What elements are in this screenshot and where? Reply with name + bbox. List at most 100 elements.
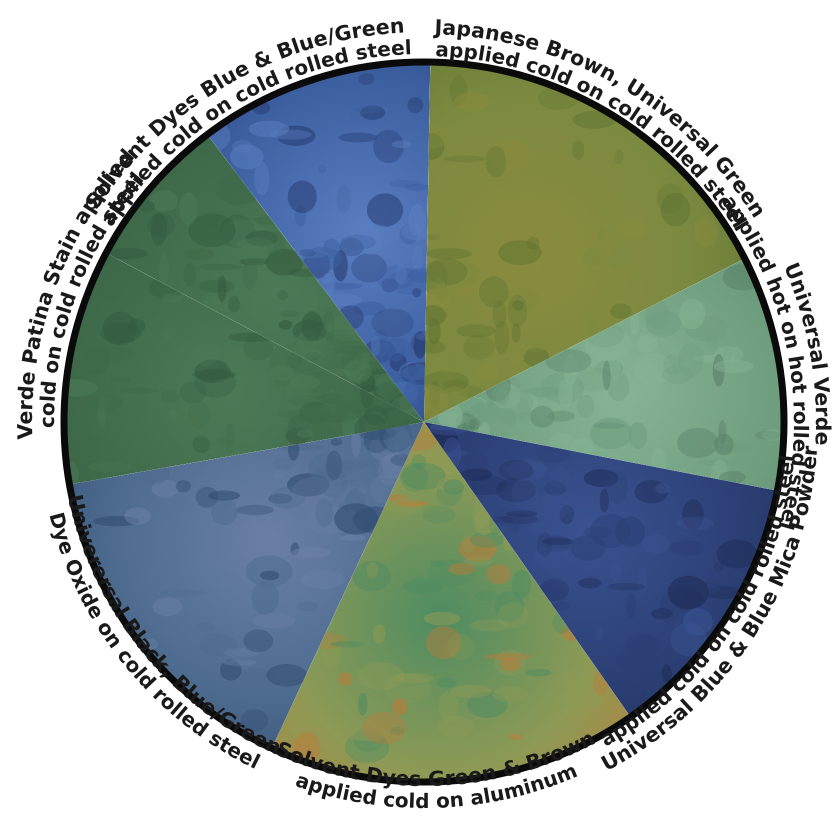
texture-spot: [360, 105, 386, 120]
texture-spot: [694, 215, 718, 248]
texture-spot: [628, 422, 647, 450]
texture-spot: [467, 691, 508, 719]
texture-spot: [541, 537, 575, 546]
texture-spot: [152, 597, 183, 617]
texture-spot: [667, 575, 709, 610]
texture-spot: [469, 619, 510, 632]
texture-spot: [508, 733, 523, 740]
texture-spot: [427, 559, 476, 586]
texture-spot: [384, 493, 408, 502]
texture-spot: [161, 329, 174, 340]
texture-spot: [340, 234, 376, 250]
texture-spot: [296, 601, 319, 611]
wedge-fill: [208, 63, 431, 422]
texture-spot: [558, 379, 573, 408]
texture-spot: [426, 258, 468, 286]
texture-spot: [341, 350, 363, 372]
texture-spot: [362, 711, 407, 745]
texture-spot: [375, 265, 416, 290]
texture-spot: [657, 183, 684, 214]
texture-spot: [425, 248, 473, 260]
texture-spot: [696, 459, 743, 466]
texture-spot: [83, 346, 111, 375]
texture-spot: [430, 640, 443, 656]
texture-spot: [507, 294, 528, 328]
wedge-5: [71, 422, 424, 747]
texture-spot: [291, 477, 335, 510]
texture-spot: [682, 607, 713, 636]
texture-spot: [505, 510, 538, 517]
texture-spot: [637, 566, 648, 595]
texture-spot: [289, 374, 321, 390]
texture-spot: [360, 224, 395, 250]
wedge-group: [65, 63, 782, 780]
texture-spot: [411, 245, 424, 271]
texture-spot: [355, 105, 382, 114]
wedge-fill: [71, 422, 424, 747]
texture-spot: [578, 577, 602, 589]
texture-spot: [388, 179, 423, 188]
texture-spot: [168, 410, 179, 417]
texture-spot: [242, 244, 268, 268]
texture-spot: [288, 352, 303, 369]
texture-spot: [426, 625, 462, 660]
texture-spot: [351, 429, 361, 458]
wedge-1: [424, 64, 743, 422]
texture-spot: [192, 435, 211, 454]
texture-spot: [270, 486, 306, 509]
texture-spot: [339, 534, 366, 542]
texture-spot: [199, 633, 238, 657]
texture-spot: [633, 353, 672, 387]
texture-spot: [604, 470, 628, 504]
texture-spot: [235, 237, 275, 254]
texture-spot: [243, 629, 274, 653]
texture-spot: [254, 161, 270, 196]
texture-spot: [424, 340, 446, 354]
texture-spot: [506, 459, 548, 481]
texture-spot: [184, 248, 215, 261]
texture-spot: [289, 284, 301, 300]
texture-spot: [366, 193, 404, 227]
texture-spot: [273, 536, 288, 555]
texture-spot: [484, 652, 532, 661]
texture-spot: [547, 410, 575, 422]
texture-spot: [358, 692, 368, 716]
texture-spot: [572, 111, 617, 129]
texture-spot: [150, 212, 167, 246]
texture-spot: [230, 144, 264, 170]
texture-spot: [539, 578, 570, 601]
texture-spot: [534, 493, 571, 521]
texture-spot: [608, 243, 625, 270]
texture-spot: [178, 192, 198, 225]
texture-spot: [559, 504, 574, 525]
texture-spot: [111, 375, 131, 383]
texture-spot: [391, 140, 413, 149]
wedge-fill: [65, 253, 424, 485]
texture-spot: [645, 309, 681, 337]
texture-spot: [330, 438, 343, 446]
texture-spot: [389, 353, 407, 372]
texture-spot: [536, 532, 553, 557]
texture-spot: [424, 271, 444, 290]
texture-spot: [589, 417, 633, 450]
texture-spot: [381, 453, 407, 479]
texture-spot: [563, 353, 578, 386]
texture-spot: [558, 671, 580, 688]
texture-spot: [208, 490, 241, 501]
texture-spot: [669, 540, 705, 556]
texture-spot: [475, 590, 499, 601]
texture-spot: [197, 263, 243, 270]
texture-spot: [352, 726, 385, 752]
texture-spot: [247, 269, 271, 278]
wedge-fill: [424, 422, 776, 716]
texture-spot: [208, 121, 231, 151]
texture-spot: [150, 189, 179, 212]
texture-spot: [626, 593, 637, 619]
texture-spot: [388, 268, 431, 295]
texture-spot: [494, 320, 510, 355]
texture-spot: [370, 335, 381, 357]
texture-spot: [273, 469, 285, 479]
texture-spot: [403, 184, 431, 191]
texture-spot: [552, 601, 570, 611]
texture-spot: [446, 351, 474, 366]
